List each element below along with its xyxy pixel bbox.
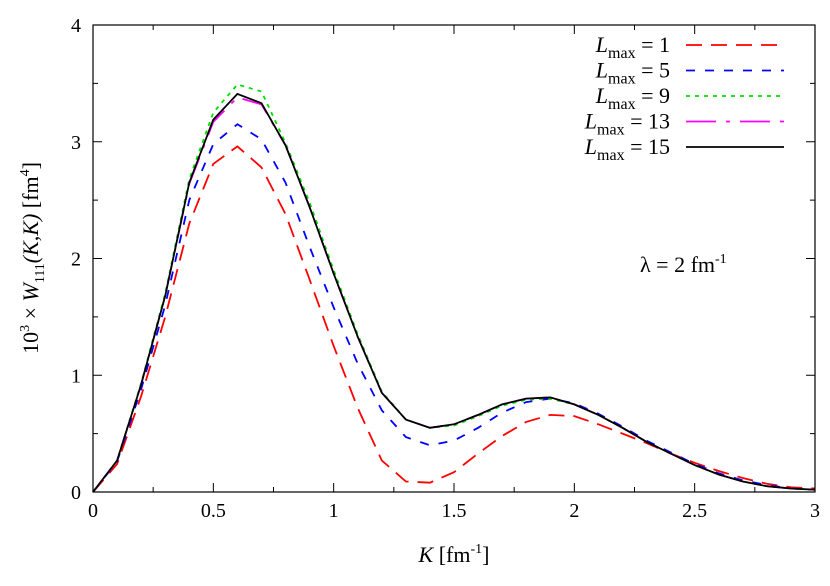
axis-ticks: 0 0.5 1 1.5 2 2.5 3 0 1 2 3 4 [71, 15, 820, 522]
y-tick-label: 1 [71, 365, 81, 387]
x-tick-label: 2.5 [682, 500, 707, 522]
y-tick-label: 0 [71, 482, 81, 504]
series-line-1 [92, 123, 816, 493]
series-line-0 [92, 145, 816, 493]
y-tick-label: 4 [71, 15, 81, 37]
legend-label: Lmax = 5 [595, 58, 670, 88]
series-line-3 [92, 96, 816, 493]
x-tick-label: 1.5 [442, 500, 467, 522]
legend-label: Lmax = 15 [584, 134, 670, 164]
y-tick-label: 3 [71, 132, 81, 154]
legend-label: Lmax = 9 [595, 83, 670, 113]
x-axis-label: K [fm-1] [418, 542, 490, 567]
y-axis-label: 103 × W111(K,K) [fm4] [18, 162, 48, 354]
x-tick-label: 0 [88, 500, 98, 522]
plot-frame [92, 24, 816, 493]
legend-label: Lmax = 1 [595, 32, 670, 62]
legend-label: Lmax = 13 [584, 109, 670, 139]
x-tick-label: 0.5 [201, 500, 226, 522]
x-tick-label: 1 [329, 500, 339, 522]
series-line-2 [92, 83, 816, 493]
series-curves [92, 83, 816, 493]
y-tick-label: 2 [71, 249, 81, 271]
series-line-4 [92, 92, 816, 493]
x-tick-label: 2 [569, 500, 579, 522]
annotation-lambda: λ = 2 fm-1 [640, 252, 727, 277]
x-tick-label: 3 [810, 500, 820, 522]
